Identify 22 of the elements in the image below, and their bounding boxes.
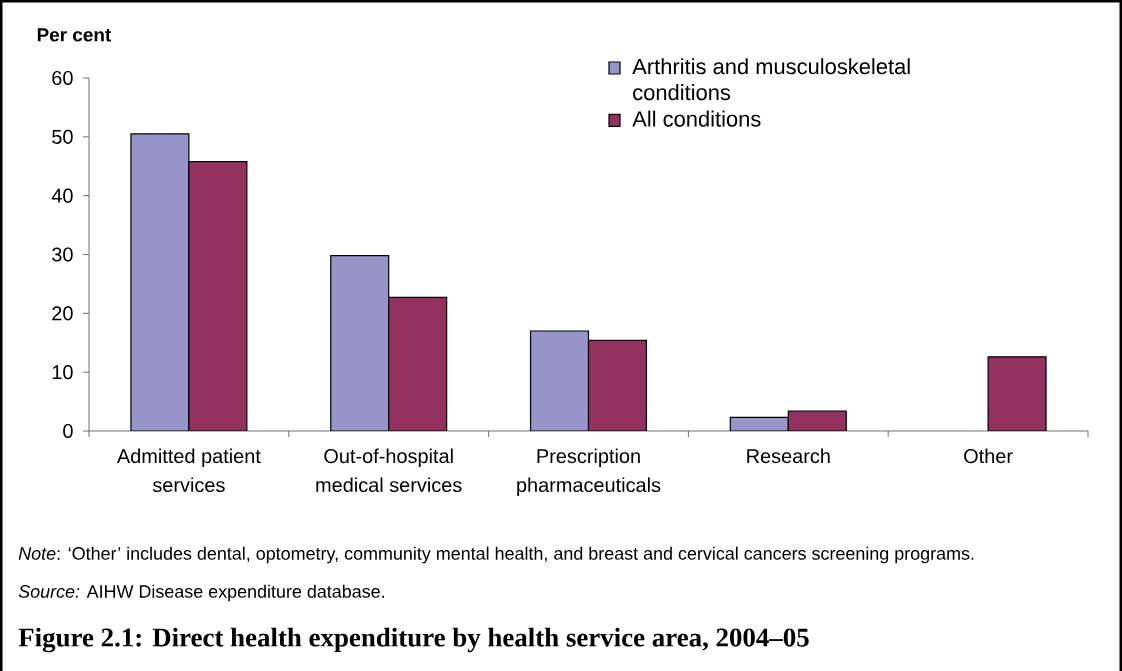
x-tick-label: Out-of-hospital medical services — [316, 448, 462, 493]
legend-label: Arthritis and musculoskeletal conditions — [632, 58, 910, 101]
bar — [188, 160, 248, 431]
y-tick-label: 10 — [52, 365, 73, 380]
y-tick-label: 40 — [51, 188, 73, 203]
y-tick-label: 20 — [52, 306, 73, 321]
legend-label: All conditions — [632, 110, 761, 127]
y-axis-title: Per cent — [37, 28, 112, 42]
x-tick-label: Prescription pharmaceuticals — [517, 448, 661, 496]
y-tick-label: 60 — [52, 70, 73, 86]
bar — [987, 356, 1047, 431]
x-tick-label: Research — [747, 448, 830, 464]
bar — [587, 339, 648, 431]
bar — [388, 296, 448, 431]
text: Figure 2.1: Direct health expenditure by health service area, 2004–05 — [18, 627, 809, 653]
y-tick-label: 30 — [52, 247, 73, 262]
y-tick-label: 50 — [52, 129, 73, 144]
x-tick-label: Other — [964, 448, 1013, 464]
y-tick-label: 0 — [63, 423, 73, 439]
text: Source: AIHW Disease expenditure database. — [18, 584, 384, 602]
text: Note: ‘Other’ includes dental, optometry, community mental health, and breast and cervical cancers screening programs. — [18, 546, 974, 564]
x-tick-label: Admitted patient services — [116, 448, 261, 493]
